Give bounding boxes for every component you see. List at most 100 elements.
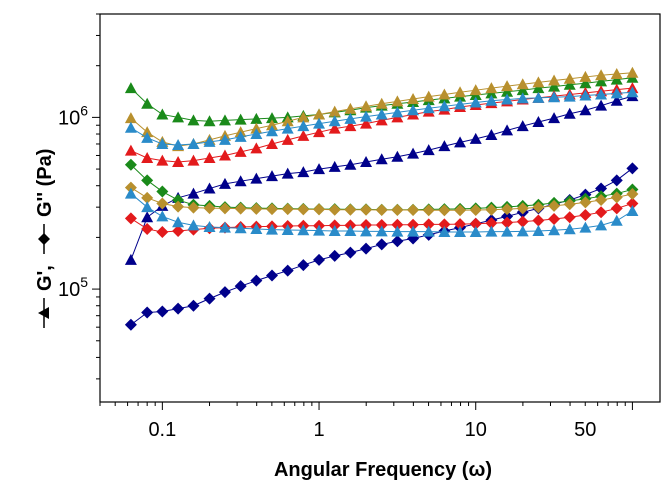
x-axis-title: Angular Frequency (ω) [274,459,492,481]
data-point-triangle [281,122,294,134]
legend-triangle-icon [38,307,49,319]
data-point-diamond [610,174,623,187]
data-point-triangle [375,153,388,165]
data-point-triangle [281,133,294,145]
data-point-triangle [218,221,231,233]
data-point-triangle [250,222,263,234]
data-point-triangle [438,100,451,112]
data-point-triangle [532,115,545,127]
data-point-triangle [328,224,341,236]
data-point-diamond [563,198,576,211]
data-point-diamond [234,202,247,215]
data-point-triangle [422,90,435,102]
data-point-diamond [172,302,185,315]
data-point-triangle [156,210,169,222]
data-point-diamond [579,196,592,209]
plot-frame [99,13,661,403]
data-point-triangle [266,137,279,149]
data-point-triangle [234,145,247,157]
data-point-triangle [203,182,216,194]
data-point-diamond [626,197,639,210]
data-point-triangle [297,166,310,178]
data-point-triangle [141,201,154,213]
data-point-triangle [516,84,529,96]
data-point-triangle [407,225,420,237]
data-point-triangle [595,69,608,81]
data-point-triangle [203,152,216,164]
data-point-diamond [328,249,341,262]
data-point-triangle [218,149,231,161]
data-point-triangle [610,67,623,79]
data-point-triangle [422,102,435,114]
data-point-triangle [626,86,639,98]
data-point-triangle [501,225,514,237]
data-point-triangle [297,111,310,123]
data-point-diamond [595,182,608,195]
data-point-diamond [360,242,373,255]
x-tick-label: 50 [574,419,596,441]
data-point-triangle [187,219,200,231]
y-tick-label: 106 [58,102,88,129]
data-point-triangle [579,89,592,101]
y-axis-title: G', G'' (Pa) [34,149,56,328]
data-point-triangle [234,113,247,125]
data-point-triangle [281,167,294,179]
data-point-diamond [172,200,185,213]
data-point-triangle [501,85,514,97]
data-point-diamond [360,219,373,232]
data-point-triangle [422,225,435,237]
data-point-triangle [187,154,200,166]
data-point-triangle [626,66,639,78]
data-point-triangle [141,97,154,109]
series-8 [124,181,639,217]
data-point-diamond [187,201,200,214]
data-point-diamond [375,238,388,251]
data-point-triangle [516,92,529,104]
data-point-diamond [141,306,154,319]
data-point-diamond [344,246,357,259]
data-point-triangle [360,110,373,122]
data-point-diamond [485,217,498,230]
data-point-diamond [391,218,404,231]
data-point-triangle [344,120,357,132]
data-point-triangle [595,219,608,231]
data-point-triangle [250,172,263,184]
series-5 [124,162,639,331]
data-point-triangle [375,114,388,126]
data-point-diamond [124,318,137,331]
data-point-triangle [234,130,247,142]
data-point-triangle [610,87,623,99]
data-point-diamond [313,253,326,266]
data-point-triangle [360,100,373,112]
data-point-triangle [438,140,451,152]
data-point-triangle [375,108,388,120]
data-point-diamond [172,194,185,207]
data-point-triangle [454,136,467,148]
data-point-diamond [203,202,216,215]
data-point-triangle [610,73,623,85]
series-3 [124,66,639,152]
data-point-triangle [485,225,498,237]
data-point-diamond [422,218,435,231]
data-point-diamond [438,204,451,217]
data-point-triangle [297,129,310,141]
data-point-triangle [485,82,498,94]
data-point-triangle [297,224,310,236]
data-point-triangle [563,107,576,119]
data-point-triangle [124,253,137,265]
data-point-diamond [375,219,388,232]
data-point-triangle [203,220,216,232]
data-point-triangle [141,211,154,223]
data-point-diamond [141,174,154,187]
data-point-triangle [124,187,137,199]
data-point-triangle [626,204,639,216]
data-point-triangle [281,115,294,127]
data-point-triangle [469,96,482,108]
data-point-triangle [407,92,420,104]
data-point-triangle [407,104,420,116]
data-point-triangle [391,150,404,162]
data-point-triangle [344,112,357,124]
data-point-diamond [250,202,263,215]
data-point-triangle [313,224,326,236]
data-point-diamond [626,162,639,175]
